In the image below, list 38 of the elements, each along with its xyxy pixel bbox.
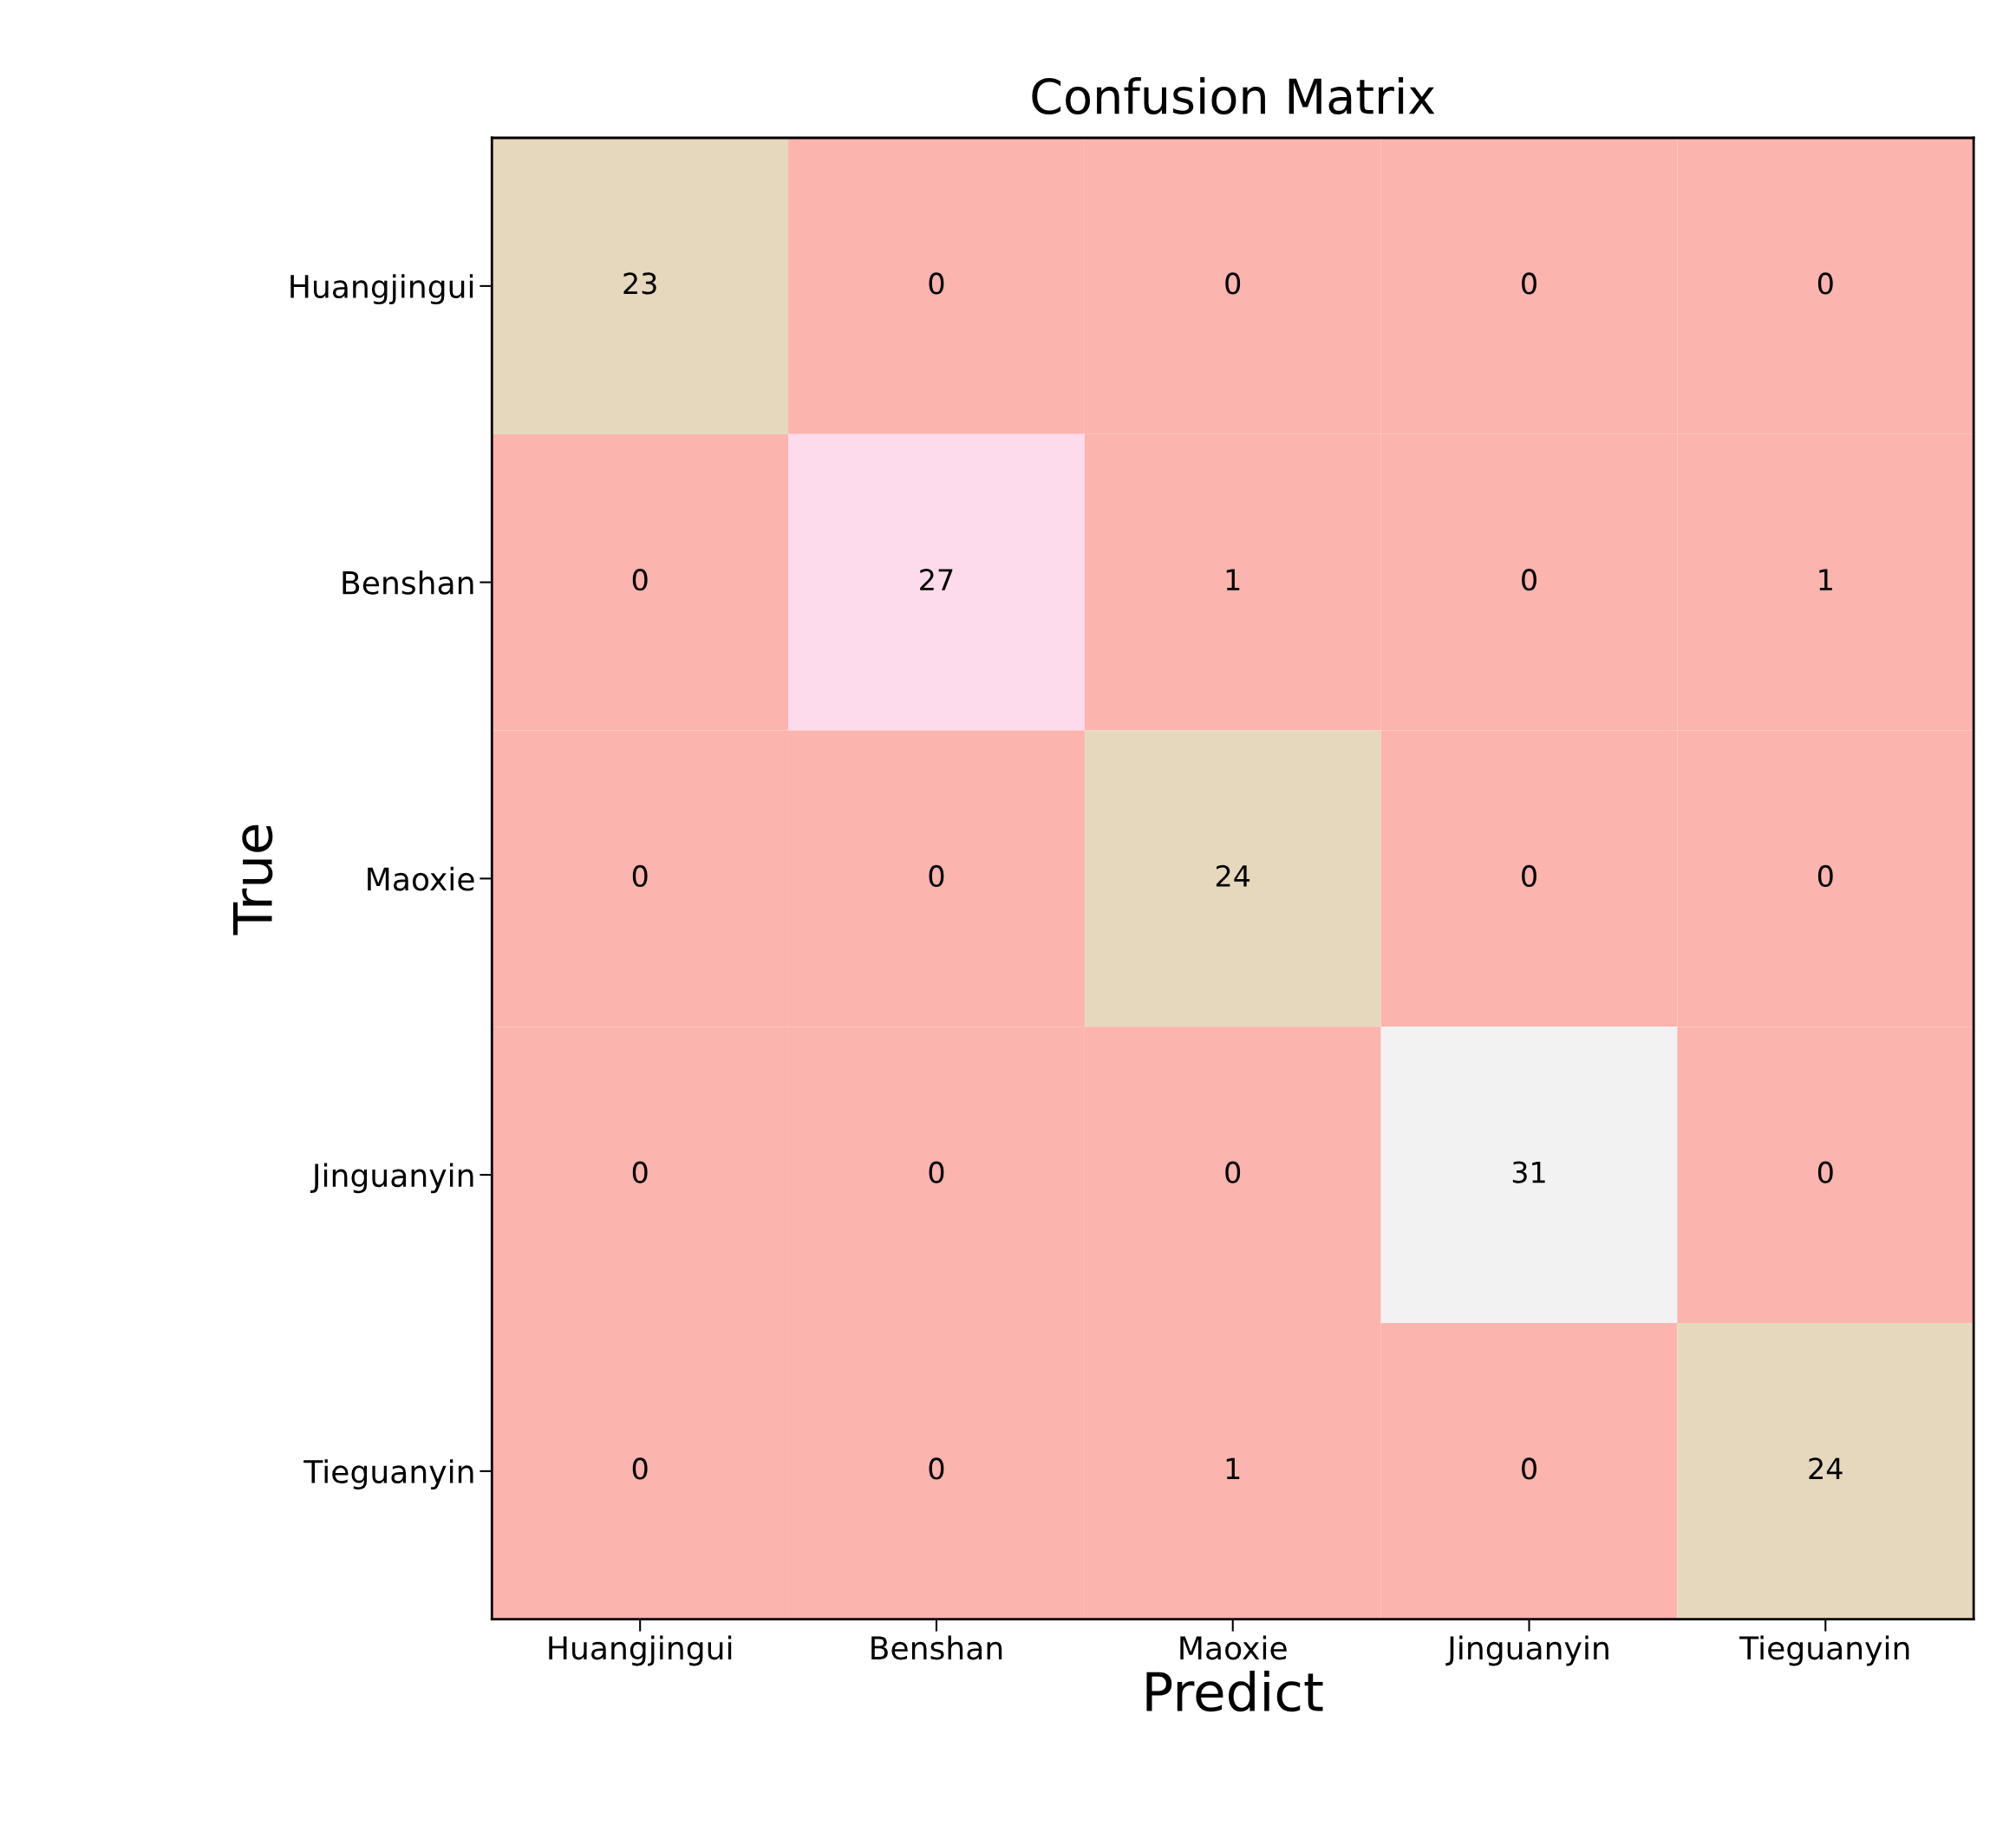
data-label: 0: [929, 1161, 944, 1183]
x-tick-label: Maoxie: [1180, 1635, 1287, 1660]
x-tick-label: Tieguanyin: [1739, 1635, 1909, 1666]
y-axis-title: True: [232, 824, 273, 935]
x-tick-label: Benshan: [871, 1635, 1002, 1660]
data-label: 24: [1216, 864, 1250, 887]
x-tick-label: Huangjingui: [549, 1635, 732, 1666]
data-label: 1: [1819, 569, 1832, 590]
y-tick-label: Jinguanyin: [310, 1163, 473, 1194]
data-label: 0: [632, 864, 648, 888]
y-tick-label: Benshan: [343, 570, 473, 595]
data-label: 0: [1817, 864, 1833, 888]
x-axis-title: Predict: [1146, 1670, 1323, 1712]
data-label: 31: [1512, 1161, 1545, 1183]
data-label: 0: [1522, 569, 1536, 591]
data-label: 0: [929, 1457, 944, 1480]
data-label: 0: [632, 1161, 648, 1183]
data-label: 24: [1809, 1457, 1843, 1480]
data-label: 0: [929, 864, 944, 888]
data-label: 27: [920, 569, 953, 590]
x-tick-label: Jinguanyin: [1445, 1635, 1608, 1666]
data-label: 0: [632, 569, 648, 591]
data-label: 0: [1817, 272, 1833, 295]
data-label: 0: [1522, 1457, 1536, 1480]
y-tick-label: Huangjingui: [290, 274, 473, 305]
data-label: 0: [632, 1457, 648, 1480]
y-tick-label: Tieguanyin: [303, 1459, 473, 1490]
data-label: 0: [1817, 1161, 1833, 1183]
data-label: 1: [1226, 569, 1240, 590]
data-label: 1: [1226, 1457, 1240, 1480]
y-tick-label: Maoxie: [368, 866, 474, 891]
data-label: 0: [1522, 864, 1536, 888]
data-label: 0: [1225, 272, 1241, 295]
data-label: 23: [623, 272, 656, 295]
chart-title: Confusion Matrix: [1032, 77, 1435, 115]
data-label: 0: [929, 272, 944, 295]
data-label: 0: [1522, 272, 1536, 295]
data-label: 0: [1225, 1161, 1241, 1183]
